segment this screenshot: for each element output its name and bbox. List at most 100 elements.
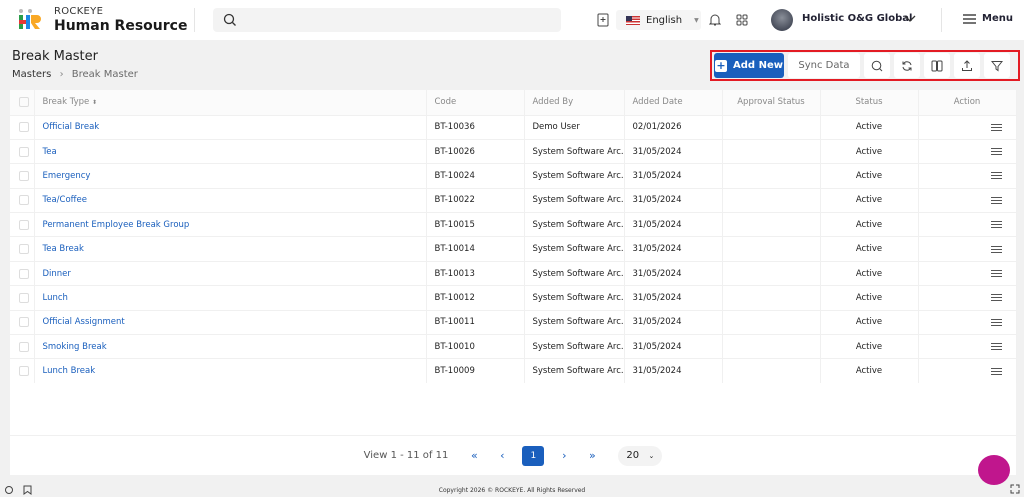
row-checkbox[interactable] [10, 358, 35, 384]
language-select[interactable]: English ▼ [616, 10, 701, 30]
code-cell: BT-10024 [426, 163, 525, 189]
table-row: Emergency BT-10024 System Software Arc..… [10, 163, 1017, 189]
added-date-cell: 31/05/2024 [624, 309, 723, 335]
break-type-link[interactable]: Official Assignment [34, 309, 427, 335]
approval-status-cell [722, 285, 821, 311]
breadcrumb-masters[interactable]: Masters [12, 69, 52, 80]
table-row: Tea Break BT-10014 System Software Arc..… [10, 236, 1017, 262]
logo-icon [19, 9, 41, 29]
avatar[interactable] [771, 9, 793, 31]
action-menu-icon[interactable] [990, 367, 1002, 375]
action-menu-icon[interactable] [990, 245, 1002, 253]
user-name[interactable]: Holistic O&G Global [802, 13, 913, 24]
status-cell: Active [820, 334, 919, 359]
global-search-input[interactable] [213, 8, 561, 32]
fullscreen-icon[interactable] [1010, 484, 1020, 494]
action-cell [918, 212, 1017, 237]
table-row: Permanent Employee Break Group BT-10015 … [10, 212, 1017, 237]
break-type-link[interactable]: Official Break [34, 114, 427, 140]
status-cell: Active [820, 309, 919, 335]
row-checkbox[interactable] [10, 138, 35, 164]
page-1-button[interactable]: 1 [522, 445, 545, 466]
status-cell: Active [820, 163, 919, 189]
search-button[interactable] [864, 53, 890, 78]
footer-copyright: Copyright 2026 © ROCKEYE. All Rights Res… [438, 487, 586, 494]
breadcrumb-current: Break Master [71, 69, 138, 80]
us-flag-icon [626, 15, 640, 25]
sync-data-button[interactable]: Sync Data [788, 53, 860, 78]
action-menu-icon[interactable] [990, 172, 1002, 180]
column-header-break-type[interactable]: Break Type ⬍ [34, 90, 427, 115]
chevron-down-icon[interactable] [904, 15, 916, 23]
row-checkbox[interactable] [10, 212, 35, 237]
next-page-button[interactable]: › [562, 449, 567, 462]
refresh-button[interactable] [894, 53, 920, 78]
added-date-cell: 31/05/2024 [624, 260, 723, 286]
columns-button[interactable] [924, 53, 950, 78]
break-type-link[interactable]: Permanent Employee Break Group [34, 212, 427, 237]
row-checkbox[interactable] [10, 187, 35, 213]
status-cell: Active [820, 358, 919, 384]
break-type-link[interactable]: Lunch [34, 285, 427, 311]
chat-widget-button[interactable] [978, 455, 1010, 485]
columns-icon [931, 60, 943, 71]
last-page-button[interactable]: » [588, 449, 596, 462]
bookmark-icon[interactable] [23, 485, 32, 495]
action-menu-icon[interactable] [990, 318, 1002, 326]
break-type-link[interactable]: Lunch Break [34, 358, 427, 384]
action-menu-icon[interactable] [990, 294, 1002, 302]
action-menu-icon[interactable] [990, 148, 1002, 156]
row-checkbox[interactable] [10, 114, 35, 140]
menu-button[interactable]: Menu [963, 13, 1013, 24]
row-checkbox[interactable] [10, 334, 35, 359]
row-checkbox[interactable] [10, 285, 35, 311]
filter-button[interactable] [984, 53, 1010, 78]
added-by-cell: System Software Arc... [524, 358, 625, 384]
status-cell: Active [820, 138, 919, 164]
add-new-label: Add New [733, 60, 783, 71]
status-cell: Active [820, 114, 919, 140]
break-type-link[interactable]: Tea/Coffee [34, 187, 427, 213]
added-by-cell: Demo User [524, 114, 625, 140]
add-new-button[interactable]: + Add New [714, 53, 784, 78]
break-master-table: Break Type ⬍ Code Added By Added Date Ap… [10, 90, 1017, 384]
added-by-cell: System Software Arc... [524, 138, 625, 164]
break-type-link[interactable]: Smoking Break [34, 334, 427, 359]
action-menu-icon[interactable] [990, 123, 1002, 131]
action-menu-icon[interactable] [990, 343, 1002, 351]
row-checkbox[interactable] [10, 163, 35, 189]
export-button[interactable] [954, 53, 980, 78]
row-checkbox[interactable] [10, 309, 35, 335]
action-menu-icon[interactable] [990, 270, 1002, 278]
action-menu-icon[interactable] [990, 221, 1002, 229]
added-by-cell: System Software Arc... [524, 212, 625, 237]
brand[interactable]: ROCKEYE Human Resource [54, 7, 187, 34]
recycle-icon[interactable] [4, 485, 14, 495]
bookmark-add-icon[interactable] [597, 13, 609, 27]
status-cell: Active [820, 236, 919, 262]
sort-icon[interactable]: ⬍ [91, 99, 97, 107]
first-page-button[interactable]: « [470, 449, 478, 462]
table-row: Official Break BT-10036 Demo User 02/01/… [10, 114, 1017, 140]
row-checkbox[interactable] [10, 260, 35, 286]
added-by-cell: System Software Arc... [524, 260, 625, 286]
break-type-link[interactable]: Dinner [34, 260, 427, 286]
added-date-cell: 31/05/2024 [624, 163, 723, 189]
page-size-select[interactable]: 20 ⌄ [618, 445, 663, 466]
column-header-added-by: Added By [524, 90, 625, 115]
action-menu-icon[interactable] [990, 196, 1002, 204]
row-checkbox[interactable] [10, 236, 35, 262]
apps-grid-icon[interactable] [736, 14, 748, 26]
action-cell [918, 187, 1017, 213]
prev-page-button[interactable]: ‹ [500, 449, 505, 462]
divider [941, 8, 942, 32]
break-type-link[interactable]: Tea [34, 138, 427, 164]
break-type-link[interactable]: Tea Break [34, 236, 427, 262]
code-cell: BT-10026 [426, 138, 525, 164]
column-header-added-date: Added Date [624, 90, 723, 115]
bell-icon[interactable] [709, 13, 721, 27]
action-cell [918, 114, 1017, 140]
select-all-checkbox[interactable] [10, 90, 35, 115]
break-master-table-card: Break Type ⬍ Code Added By Added Date Ap… [10, 90, 1017, 475]
break-type-link[interactable]: Emergency [34, 163, 427, 189]
